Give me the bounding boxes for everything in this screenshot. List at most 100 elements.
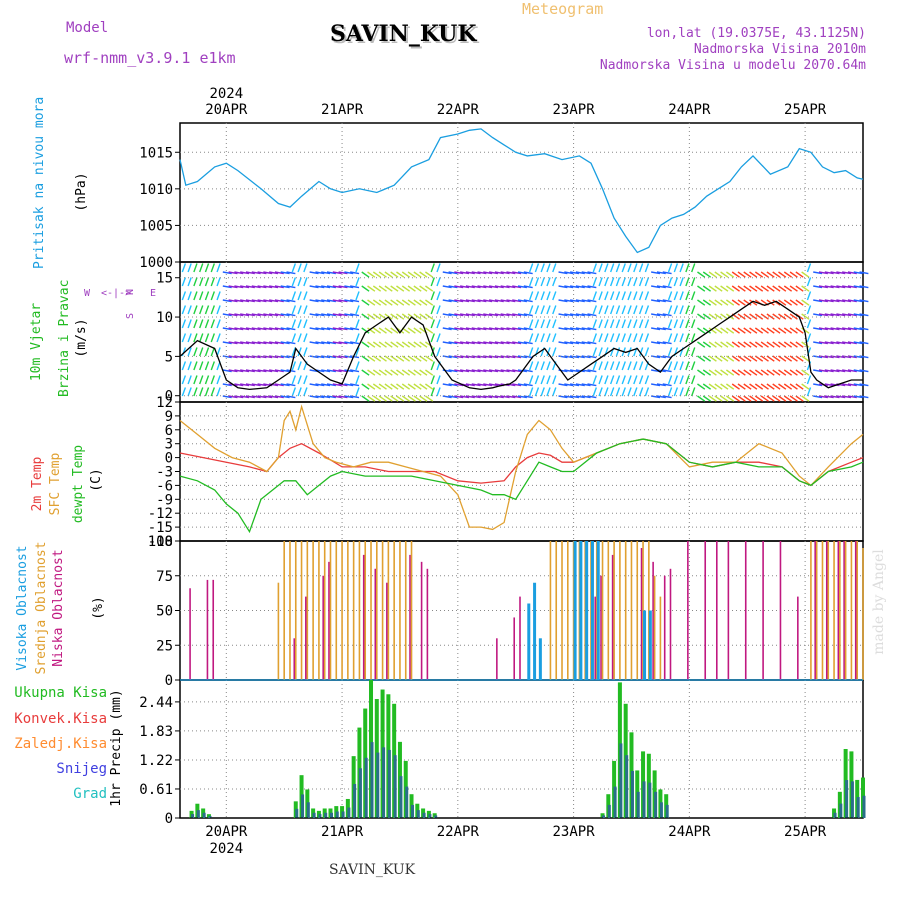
wind-barb — [691, 361, 696, 371]
wind-barb — [766, 395, 775, 402]
wind-barb — [656, 327, 666, 331]
wind-barb — [257, 327, 267, 331]
wind-barb — [685, 305, 690, 315]
wind-barb — [500, 299, 510, 303]
wind-barb — [291, 333, 297, 343]
wind-barb — [384, 369, 393, 376]
wind-barb — [743, 299, 752, 306]
wind-barb — [465, 327, 475, 331]
wind-barb — [552, 333, 557, 343]
wind-barb — [401, 285, 411, 292]
wind-barb — [390, 355, 399, 362]
wind-barb — [488, 395, 499, 399]
wind-barb — [454, 341, 464, 345]
wind-barb — [483, 271, 493, 275]
wind-barb — [656, 285, 666, 289]
wind-barb — [378, 383, 387, 390]
wind-barb — [818, 395, 828, 399]
wind-barb — [581, 299, 591, 303]
wind-barb — [528, 291, 534, 301]
wind-barb — [350, 395, 360, 399]
wind-barb — [401, 271, 411, 278]
wind-barb — [662, 313, 672, 317]
wind-barb — [552, 305, 557, 315]
wind-barb — [477, 355, 487, 359]
wind-barb — [465, 355, 475, 359]
precip-conv-bar — [364, 757, 368, 818]
wind-barb — [465, 299, 475, 303]
wind-barb — [291, 319, 297, 329]
wind-barb — [760, 327, 769, 334]
wind-barb — [350, 327, 360, 331]
wind-barb — [604, 305, 609, 315]
wind-barb — [338, 271, 348, 275]
wind-barb — [269, 383, 279, 387]
wind-barb — [286, 271, 296, 275]
wind-barb — [413, 299, 422, 306]
wind-barb — [430, 277, 435, 287]
wind-barb — [627, 387, 632, 397]
wind-barb — [517, 299, 528, 303]
day-label-bottom: 20APR — [205, 824, 248, 840]
wind-barb — [569, 341, 580, 345]
wind-barb — [552, 277, 557, 287]
wind-barb — [778, 271, 787, 278]
wind-barb — [609, 305, 615, 315]
wind-barb — [627, 319, 632, 329]
wind-barb — [234, 383, 244, 387]
wind-barb — [702, 313, 712, 320]
wind-barb — [460, 341, 470, 345]
wind-barb — [813, 271, 823, 275]
wind-barb — [204, 387, 210, 397]
wind-barb — [528, 361, 534, 371]
wind-barb — [350, 383, 360, 387]
wind-barb — [240, 383, 250, 387]
wind-barb — [592, 347, 598, 357]
precip-conv-bar — [353, 783, 357, 818]
wind-barb — [743, 395, 752, 402]
wind-barb — [836, 341, 846, 345]
wind-barb — [269, 341, 279, 345]
wind-barb — [332, 271, 342, 275]
wind-barb — [442, 327, 452, 331]
wind-barb — [813, 341, 823, 345]
wind-barb — [772, 369, 781, 376]
wind-barb — [448, 383, 458, 387]
wind-barb — [430, 319, 435, 329]
wind-barb — [413, 327, 422, 334]
wind-barb — [766, 327, 775, 334]
wind-barb — [679, 263, 684, 273]
wind-barb — [350, 313, 360, 317]
wind-barb — [338, 299, 348, 303]
wind-barb — [361, 285, 370, 292]
wind-barb — [442, 341, 452, 345]
wind-barb — [604, 263, 609, 273]
wind-barb — [783, 271, 793, 278]
wind-barb — [778, 327, 787, 334]
wind-barb — [737, 395, 746, 402]
wind-barb — [789, 285, 798, 292]
wind-barb — [280, 341, 290, 345]
wind-barb — [725, 369, 735, 376]
wind-barb — [830, 285, 840, 289]
wind-barb — [269, 271, 279, 275]
wind-barb — [257, 341, 267, 345]
wind-barb — [720, 395, 729, 402]
wind-barb — [534, 375, 540, 385]
wind-barb — [407, 327, 416, 334]
wind-barb — [245, 271, 255, 275]
wind-barb — [263, 299, 273, 303]
wind-barb — [222, 383, 232, 387]
day-label-top: 25APR — [784, 102, 827, 118]
wind-barb — [517, 355, 528, 359]
wind-barb — [222, 327, 232, 331]
wind-barb — [216, 305, 221, 315]
wind-barb — [644, 387, 650, 397]
wind-barb — [569, 271, 580, 275]
wind-barb — [326, 369, 337, 373]
wind-barb — [859, 271, 869, 275]
wind-barb — [685, 375, 690, 385]
wind-barb — [269, 327, 279, 331]
wind-barb — [604, 375, 609, 385]
wind-barb — [644, 305, 650, 315]
